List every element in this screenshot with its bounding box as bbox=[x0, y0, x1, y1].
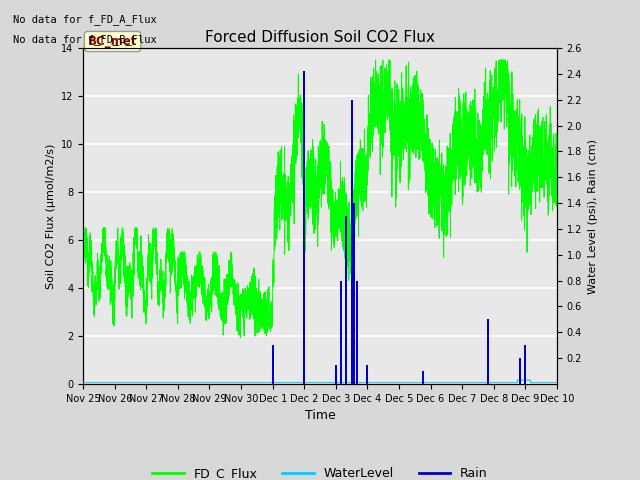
Bar bbox=[422, 371, 424, 384]
X-axis label: Time: Time bbox=[305, 409, 335, 422]
Bar bbox=[519, 358, 521, 384]
Legend: FD_C_Flux, WaterLevel, Rain: FD_C_Flux, WaterLevel, Rain bbox=[147, 462, 493, 480]
Bar bbox=[303, 71, 305, 384]
Bar bbox=[346, 216, 348, 384]
Text: No data for f_FD_A_Flux: No data for f_FD_A_Flux bbox=[13, 14, 157, 25]
Y-axis label: Soil CO2 Flux (μmol/m2/s): Soil CO2 Flux (μmol/m2/s) bbox=[45, 144, 56, 288]
Bar bbox=[524, 345, 526, 384]
Bar bbox=[353, 203, 355, 384]
Title: Forced Diffusion Soil CO2 Flux: Forced Diffusion Soil CO2 Flux bbox=[205, 30, 435, 46]
Bar bbox=[272, 345, 275, 384]
Text: No data for f_FD_B_Flux: No data for f_FD_B_Flux bbox=[13, 34, 157, 45]
Text: BC_met: BC_met bbox=[88, 35, 138, 48]
Bar bbox=[340, 281, 342, 384]
Bar bbox=[356, 281, 358, 384]
Bar bbox=[488, 319, 490, 384]
Bar bbox=[366, 365, 369, 384]
Bar bbox=[351, 100, 353, 384]
Y-axis label: Water Level (psi), Rain (cm): Water Level (psi), Rain (cm) bbox=[588, 139, 598, 293]
Bar bbox=[335, 365, 337, 384]
